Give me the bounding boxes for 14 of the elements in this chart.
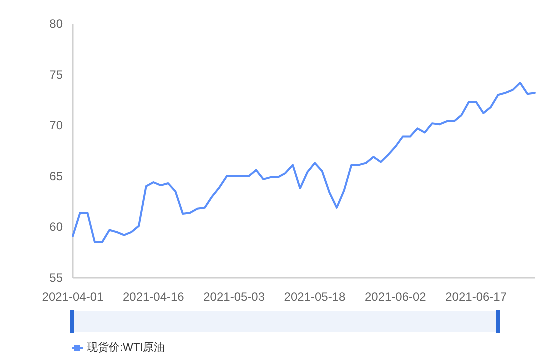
y-tick-label: 60 <box>50 220 64 234</box>
y-tick-label: 75 <box>50 68 64 82</box>
legend-label: 现货价:WTI原油 <box>87 341 166 354</box>
x-tick-label: 2021-05-03 <box>204 290 266 304</box>
legend: 现货价:WTI原油 <box>72 342 166 354</box>
y-tick-label: 80 <box>50 17 64 31</box>
x-tick-label: 2021-06-17 <box>446 290 508 304</box>
x-tick-label: 2021-04-01 <box>42 290 104 304</box>
x-tick-label: 2021-05-18 <box>284 290 346 304</box>
y-tick-label: 70 <box>50 118 64 133</box>
x-tick-label: 2021-06-02 <box>364 290 427 304</box>
y-tick-label: 65 <box>50 169 64 184</box>
y-tick-label: 55 <box>50 271 64 285</box>
x-tick-label: 2021-04-16 <box>122 290 185 304</box>
